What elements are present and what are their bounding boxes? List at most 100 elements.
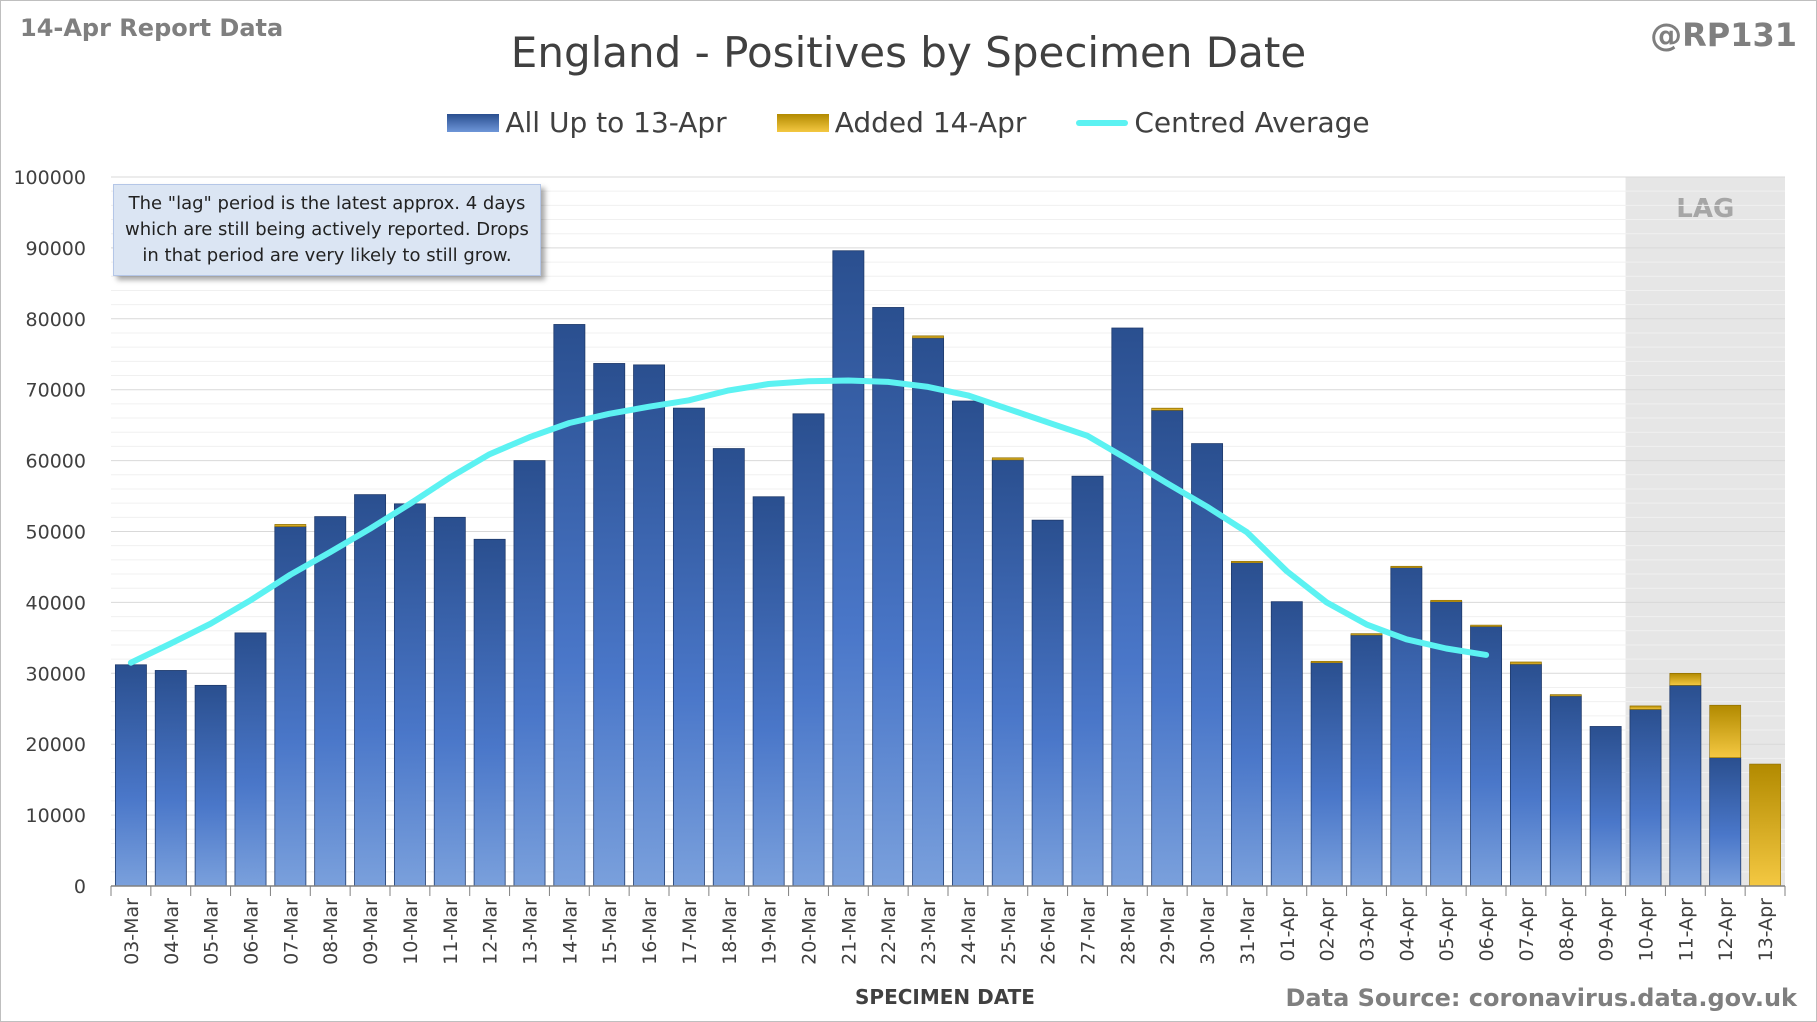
legend-swatch-blue	[447, 113, 500, 132]
x-tick-label: 21-Mar	[838, 898, 860, 965]
bar-added	[1231, 560, 1263, 563]
x-tick-label: 05-Apr	[1436, 898, 1458, 962]
x-tick-label: 29-Mar	[1157, 898, 1179, 965]
bar-added	[1549, 694, 1582, 697]
x-tick-label: 15-Mar	[599, 898, 621, 965]
x-tick-label: 01-Apr	[1277, 898, 1299, 962]
x-tick-label: 20-Mar	[799, 898, 821, 965]
x-tick-label: 27-Mar	[1078, 898, 1100, 965]
bar-all	[672, 407, 705, 887]
x-tick-label: 07-Apr	[1516, 898, 1538, 962]
bar-all	[1509, 663, 1542, 887]
data-source: Data Source: coronavirus.data.gov.uk	[1285, 984, 1798, 1012]
legend-item-average: Centred Average	[1076, 106, 1370, 139]
bar-all	[832, 250, 865, 887]
bar-all	[433, 516, 466, 887]
bar-all	[1709, 757, 1742, 887]
bar-all	[114, 664, 147, 887]
report-date-label: 14-Apr Report Data	[20, 14, 284, 42]
bar-all	[513, 460, 546, 887]
bar-added	[991, 457, 1024, 461]
x-tick-label: 03-Apr	[1357, 898, 1379, 962]
bar-all	[1629, 709, 1662, 887]
bar-all	[354, 494, 387, 887]
bar-all	[154, 670, 187, 887]
x-tick-label: 17-Mar	[679, 898, 701, 965]
x-tick-label: 07-Mar	[280, 898, 302, 965]
x-tick-label: 30-Mar	[1197, 898, 1219, 965]
lag-note: The "lag" period is the latest approx. 4…	[113, 184, 541, 276]
legend-swatch-line	[1076, 119, 1129, 126]
bar-all	[314, 516, 347, 887]
y-tick-label: 70000	[26, 380, 86, 402]
x-tick-label: 06-Mar	[241, 898, 263, 965]
bar-all	[1669, 684, 1702, 887]
bar-all	[712, 448, 745, 887]
bar-all	[393, 503, 426, 887]
bar-all	[1031, 519, 1064, 887]
bar-added	[1430, 599, 1463, 602]
bar-added	[1470, 624, 1502, 627]
y-tick-label: 90000	[26, 238, 86, 260]
y-tick-label: 50000	[26, 522, 86, 544]
bar-all	[1310, 662, 1343, 887]
y-tick-label: 100000	[13, 167, 86, 189]
bar-all	[593, 363, 626, 887]
bar-all	[473, 538, 506, 887]
bar-all	[1230, 562, 1263, 887]
y-tick-label: 0	[74, 876, 86, 898]
bar-all	[1549, 695, 1582, 887]
bar-all	[633, 364, 666, 887]
y-tick-label: 30000	[26, 663, 86, 685]
legend-label-all: All Up to 13-Apr	[505, 106, 727, 139]
y-tick-label: 40000	[26, 592, 86, 614]
x-tick-label: 13-Mar	[520, 898, 542, 965]
bar-added	[1151, 407, 1184, 411]
bar-all	[1191, 443, 1224, 887]
bar-all	[991, 459, 1024, 887]
y-tick-label: 10000	[26, 805, 86, 827]
bar-added	[1510, 661, 1542, 665]
bar-all	[1470, 626, 1503, 887]
x-tick-label: 03-Mar	[121, 898, 143, 965]
bar-all	[872, 307, 905, 887]
x-tick-label: 10-Apr	[1636, 898, 1658, 962]
x-tick-label: 13-Apr	[1755, 898, 1777, 962]
x-tick-label: 14-Mar	[559, 898, 581, 965]
legend: All Up to 13-Apr Added 14-Apr Centred Av…	[0, 106, 1817, 139]
x-tick-label: 11-Mar	[440, 898, 462, 965]
bar-added	[1390, 565, 1423, 568]
bar-all	[553, 324, 586, 887]
bar-all	[1589, 726, 1622, 887]
bar-all	[1071, 475, 1104, 887]
bar-all	[1111, 327, 1144, 887]
bar-added	[1709, 704, 1742, 758]
x-tick-label: 28-Mar	[1117, 898, 1139, 965]
bar-added	[1310, 660, 1343, 663]
bar-all	[951, 400, 984, 887]
x-tick-label: 22-Mar	[878, 898, 900, 965]
x-tick-label: 11-Apr	[1675, 898, 1697, 962]
bar-added	[1749, 763, 1781, 887]
x-tick-label: 25-Mar	[998, 898, 1020, 965]
x-tick-label: 08-Apr	[1556, 898, 1578, 962]
bar-all	[752, 496, 785, 887]
x-tick-label: 04-Apr	[1396, 898, 1418, 962]
x-tick-label: 05-Mar	[201, 898, 223, 965]
bar-all	[1270, 601, 1303, 887]
bar-all	[194, 684, 227, 887]
x-tick-label: 08-Mar	[320, 898, 342, 965]
x-axis-title: SPECIMEN DATE	[855, 985, 1035, 1009]
x-tick-label: 19-Mar	[759, 898, 781, 965]
x-tick-label: 31-Mar	[1237, 898, 1259, 965]
average-line	[127, 377, 1490, 666]
x-tick-label: 09-Mar	[360, 898, 382, 965]
legend-item-added: Added 14-Apr	[776, 106, 1026, 139]
x-tick-label: 09-Apr	[1596, 898, 1618, 962]
bar-all	[1350, 634, 1383, 887]
x-tick-label: 26-Mar	[1038, 898, 1060, 965]
x-tick-label: 23-Mar	[918, 898, 940, 965]
bar-all	[792, 413, 825, 887]
author-handle: @RP131	[1650, 16, 1797, 54]
